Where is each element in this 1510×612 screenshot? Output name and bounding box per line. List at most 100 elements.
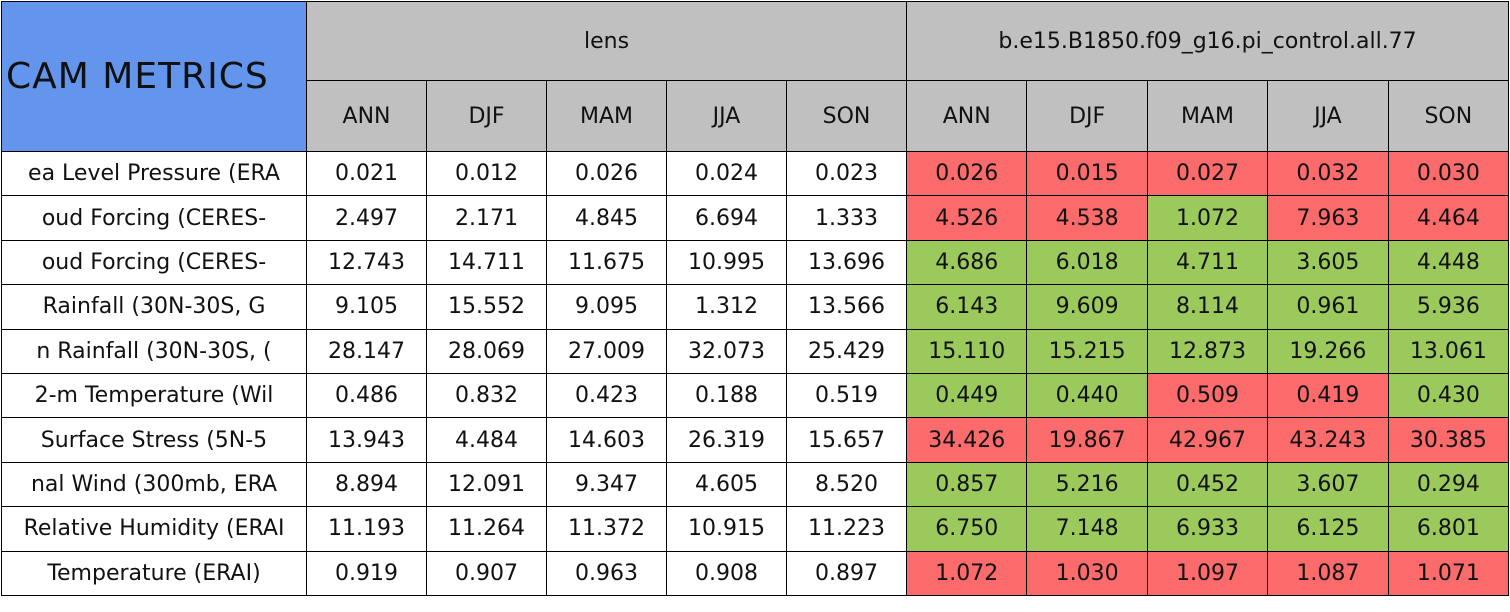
- table-title: CAM METRICS: [1, 1, 307, 152]
- metric-value: 1.071: [1387, 550, 1510, 596]
- season-header: ANN: [906, 80, 1028, 152]
- metric-value: 0.188: [666, 372, 787, 419]
- metric-value: 4.711: [1146, 239, 1269, 286]
- metric-value: 11.264: [426, 506, 547, 552]
- metric-value: 0.509: [1146, 372, 1269, 419]
- metric-value: 4.686: [906, 239, 1028, 286]
- season-header: SON: [1387, 80, 1510, 152]
- metric-value: 34.426: [906, 417, 1028, 463]
- metric-value: 10.915: [666, 506, 787, 552]
- metric-value: 19.266: [1267, 328, 1389, 374]
- metric-value: 0.519: [785, 372, 908, 419]
- metric-value: 0.021: [306, 150, 427, 197]
- metric-label: ea Level Pressure (ERA: [1, 150, 307, 197]
- season-header: MAM: [1146, 80, 1269, 152]
- metric-value: 15.657: [785, 417, 908, 463]
- metric-label: Relative Humidity (ERAI: [1, 506, 307, 552]
- season-header: MAM: [546, 80, 667, 152]
- group-header-row: CAM METRICS lens b.e15.B1850.f09_g16.pi_…: [1, 1, 1510, 152]
- metric-label: n Rainfall (30N-30S, (: [1, 328, 307, 374]
- metric-value: 0.907: [426, 550, 547, 596]
- metric-value: 0.027: [1146, 150, 1269, 197]
- metric-value: 0.026: [546, 150, 667, 197]
- metric-value: 7.963: [1267, 195, 1389, 241]
- metric-value: 1.072: [906, 550, 1028, 596]
- metric-value: 6.018: [1026, 239, 1148, 286]
- metric-value: 0.832: [426, 372, 547, 419]
- metric-value: 0.452: [1146, 461, 1269, 508]
- season-header: DJF: [426, 80, 547, 152]
- metric-value: 1.072: [1146, 195, 1269, 241]
- metric-value: 7.148: [1026, 506, 1148, 552]
- metric-value: 30.385: [1387, 417, 1510, 463]
- metric-value: 4.526: [906, 195, 1028, 241]
- metric-value: 1.333: [785, 195, 908, 241]
- table-row: n Rainfall (30N-30S, (28.147 28.069 27.009…: [1, 328, 1510, 374]
- metric-value: 13.696: [785, 239, 908, 286]
- metric-value: 0.024: [666, 150, 787, 197]
- metric-value: 8.894: [306, 461, 427, 508]
- metric-value: 4.464: [1387, 195, 1510, 241]
- metric-value: 14.603: [546, 417, 667, 463]
- metric-value: 4.448: [1387, 239, 1510, 286]
- metric-value: 3.605: [1267, 239, 1389, 286]
- season-header: JJA: [666, 80, 787, 152]
- metric-value: 0.440: [1026, 372, 1148, 419]
- metric-value: 42.967: [1146, 417, 1269, 463]
- metric-value: 15.552: [426, 284, 547, 330]
- table-row: Surface Stress (5N-5 13.943 4.484 14.603 26.…: [1, 417, 1510, 463]
- metric-value: 13.943: [306, 417, 427, 463]
- metric-value: 32.073: [666, 328, 787, 374]
- metric-value: 27.009: [546, 328, 667, 374]
- metric-value: 12.873: [1146, 328, 1269, 374]
- table-row: oud Forcing (CERES- 12.743 14.711 11.675 10.…: [1, 239, 1510, 286]
- metric-label: Surface Stress (5N-5: [1, 417, 307, 463]
- metric-value: 6.694: [666, 195, 787, 241]
- metric-value: 0.486: [306, 372, 427, 419]
- metric-value: 19.867: [1026, 417, 1148, 463]
- table-row: oud Forcing (CERES- 2.497 2.171 4.845 6.694 1…: [1, 195, 1510, 241]
- metric-value: 4.484: [426, 417, 547, 463]
- metric-value: 9.609: [1026, 284, 1148, 330]
- season-header: JJA: [1267, 80, 1389, 152]
- metric-value: 1.312: [666, 284, 787, 330]
- metric-value: 0.897: [785, 550, 908, 596]
- metric-value: 0.032: [1267, 150, 1389, 197]
- metric-value: 9.347: [546, 461, 667, 508]
- metric-value: 11.193: [306, 506, 427, 552]
- metric-value: 4.605: [666, 461, 787, 508]
- metric-value: 0.012: [426, 150, 547, 197]
- metric-value: 0.961: [1267, 284, 1389, 330]
- season-header: DJF: [1026, 80, 1148, 152]
- metric-value: 0.023: [785, 150, 908, 197]
- metric-value: 8.114: [1146, 284, 1269, 330]
- metric-value: 0.919: [306, 550, 427, 596]
- metric-value: 6.143: [906, 284, 1028, 330]
- metric-value: 5.936: [1387, 284, 1510, 330]
- metrics-table: CAM METRICS lens b.e15.B1850.f09_g16.pi_…: [1, 1, 1510, 596]
- metric-value: 0.857: [906, 461, 1028, 508]
- metric-value: 13.566: [785, 284, 908, 330]
- metric-value: 0.030: [1387, 150, 1510, 197]
- table-row: Temperature (ERAI) 0.919 0.907 0.963 0.908 0.…: [1, 550, 1510, 596]
- metric-value: 12.743: [306, 239, 427, 286]
- season-header-row: ANN DJF MAM JJA SON ANN DJF MAM JJA SON: [2, 80, 1510, 152]
- metric-value: 25.429: [785, 328, 908, 374]
- metric-value: 4.845: [546, 195, 667, 241]
- metric-value: 15.110: [906, 328, 1028, 374]
- metric-value: 5.216: [1026, 461, 1148, 508]
- metric-value: 26.319: [666, 417, 787, 463]
- metric-value: 1.087: [1267, 550, 1389, 596]
- metric-value: 0.419: [1267, 372, 1389, 419]
- metric-value: 0.294: [1387, 461, 1510, 508]
- metric-value: 9.095: [546, 284, 667, 330]
- metric-value: 6.801: [1387, 506, 1510, 552]
- metric-value: 8.520: [785, 461, 908, 508]
- metric-value: 2.171: [426, 195, 547, 241]
- season-header: ANN: [306, 80, 427, 152]
- metric-value: 0.908: [666, 550, 787, 596]
- metric-value: 2.497: [306, 195, 427, 241]
- metric-value: 6.933: [1146, 506, 1269, 552]
- metric-value: 0.015: [1026, 150, 1148, 197]
- metric-label: Rainfall (30N-30S, G: [1, 284, 307, 330]
